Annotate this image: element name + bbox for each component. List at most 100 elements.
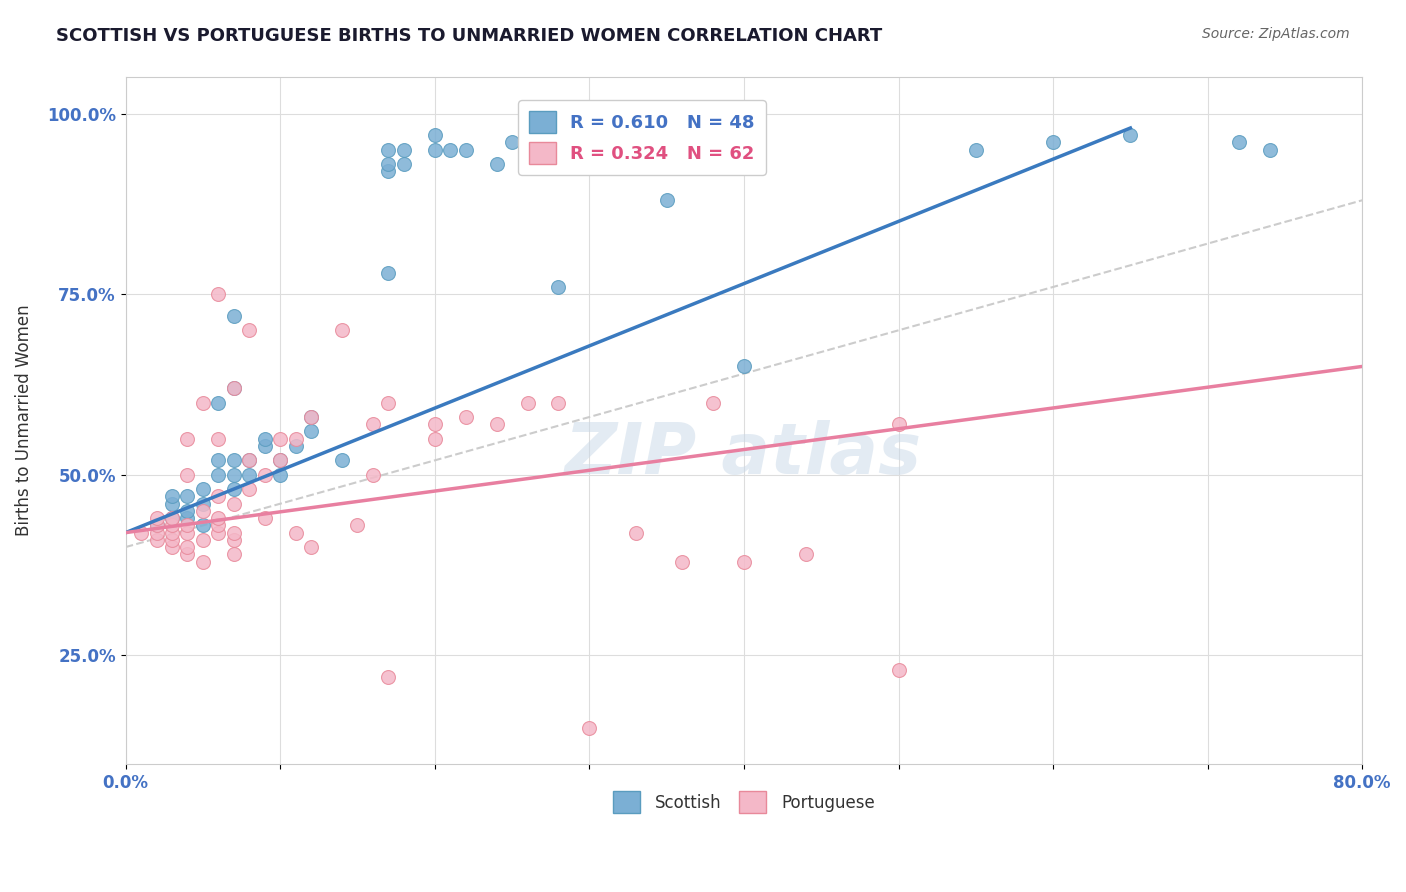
Point <box>299 410 322 425</box>
Point <box>145 511 167 525</box>
Point <box>160 540 183 554</box>
Point <box>671 555 693 569</box>
Point <box>439 143 461 157</box>
Point <box>176 467 198 482</box>
Point <box>794 547 817 561</box>
Point <box>624 525 647 540</box>
Point <box>887 663 910 677</box>
Point <box>1042 136 1064 150</box>
Point <box>207 432 229 446</box>
Point <box>269 467 291 482</box>
Point <box>702 395 724 409</box>
Point <box>191 504 214 518</box>
Point <box>207 453 229 467</box>
Point <box>346 518 368 533</box>
Point <box>145 533 167 547</box>
Point <box>284 525 307 540</box>
Point <box>222 453 245 467</box>
Point <box>269 453 291 467</box>
Point <box>222 381 245 395</box>
Point <box>361 417 384 432</box>
Point <box>1258 143 1281 157</box>
Point <box>222 309 245 323</box>
Point <box>191 518 214 533</box>
Point <box>207 518 229 533</box>
Point <box>176 511 198 525</box>
Point <box>160 490 183 504</box>
Point <box>253 432 276 446</box>
Point <box>423 128 446 143</box>
Point <box>423 417 446 432</box>
Point <box>160 511 183 525</box>
Point <box>299 540 322 554</box>
Point <box>392 143 415 157</box>
Point <box>238 453 260 467</box>
Point <box>176 518 198 533</box>
Point <box>1227 136 1250 150</box>
Point <box>176 490 198 504</box>
Point <box>191 497 214 511</box>
Point <box>454 410 477 425</box>
Point <box>145 518 167 533</box>
Point <box>330 453 353 467</box>
Point <box>655 194 678 208</box>
Point <box>176 547 198 561</box>
Point <box>160 518 183 533</box>
Point <box>160 533 183 547</box>
Point <box>269 453 291 467</box>
Y-axis label: Births to Unmarried Women: Births to Unmarried Women <box>15 305 32 536</box>
Point <box>222 547 245 561</box>
Point <box>207 395 229 409</box>
Point <box>238 483 260 497</box>
Point <box>191 395 214 409</box>
Point <box>423 432 446 446</box>
Point <box>361 467 384 482</box>
Point <box>501 136 523 150</box>
Point <box>454 143 477 157</box>
Point <box>377 164 399 178</box>
Point <box>222 533 245 547</box>
Point <box>547 280 569 294</box>
Point <box>238 323 260 337</box>
Point <box>176 540 198 554</box>
Text: SCOTTISH VS PORTUGUESE BIRTHS TO UNMARRIED WOMEN CORRELATION CHART: SCOTTISH VS PORTUGUESE BIRTHS TO UNMARRI… <box>56 27 883 45</box>
Point <box>222 483 245 497</box>
Point <box>965 143 987 157</box>
Point <box>423 143 446 157</box>
Point <box>887 417 910 432</box>
Point <box>160 525 183 540</box>
Point <box>485 417 508 432</box>
Point <box>222 497 245 511</box>
Text: ZIP atlas: ZIP atlas <box>565 420 922 490</box>
Point <box>516 395 538 409</box>
Point <box>377 143 399 157</box>
Point <box>253 467 276 482</box>
Point <box>191 555 214 569</box>
Point <box>377 670 399 684</box>
Point <box>160 497 183 511</box>
Point <box>207 287 229 301</box>
Point <box>191 533 214 547</box>
Point <box>547 395 569 409</box>
Point <box>377 157 399 171</box>
Point <box>733 555 755 569</box>
Text: Source: ZipAtlas.com: Source: ZipAtlas.com <box>1202 27 1350 41</box>
Point <box>1119 128 1142 143</box>
Point <box>299 410 322 425</box>
Point <box>330 323 353 337</box>
Point <box>578 721 600 735</box>
Point <box>299 425 322 439</box>
Point <box>145 525 167 540</box>
Point <box>269 432 291 446</box>
Point <box>222 525 245 540</box>
Point <box>238 467 260 482</box>
Point <box>238 453 260 467</box>
Point <box>253 511 276 525</box>
Point <box>253 439 276 453</box>
Point <box>207 467 229 482</box>
Point <box>145 518 167 533</box>
Point <box>284 439 307 453</box>
Point <box>176 504 198 518</box>
Point <box>377 395 399 409</box>
Point <box>222 381 245 395</box>
